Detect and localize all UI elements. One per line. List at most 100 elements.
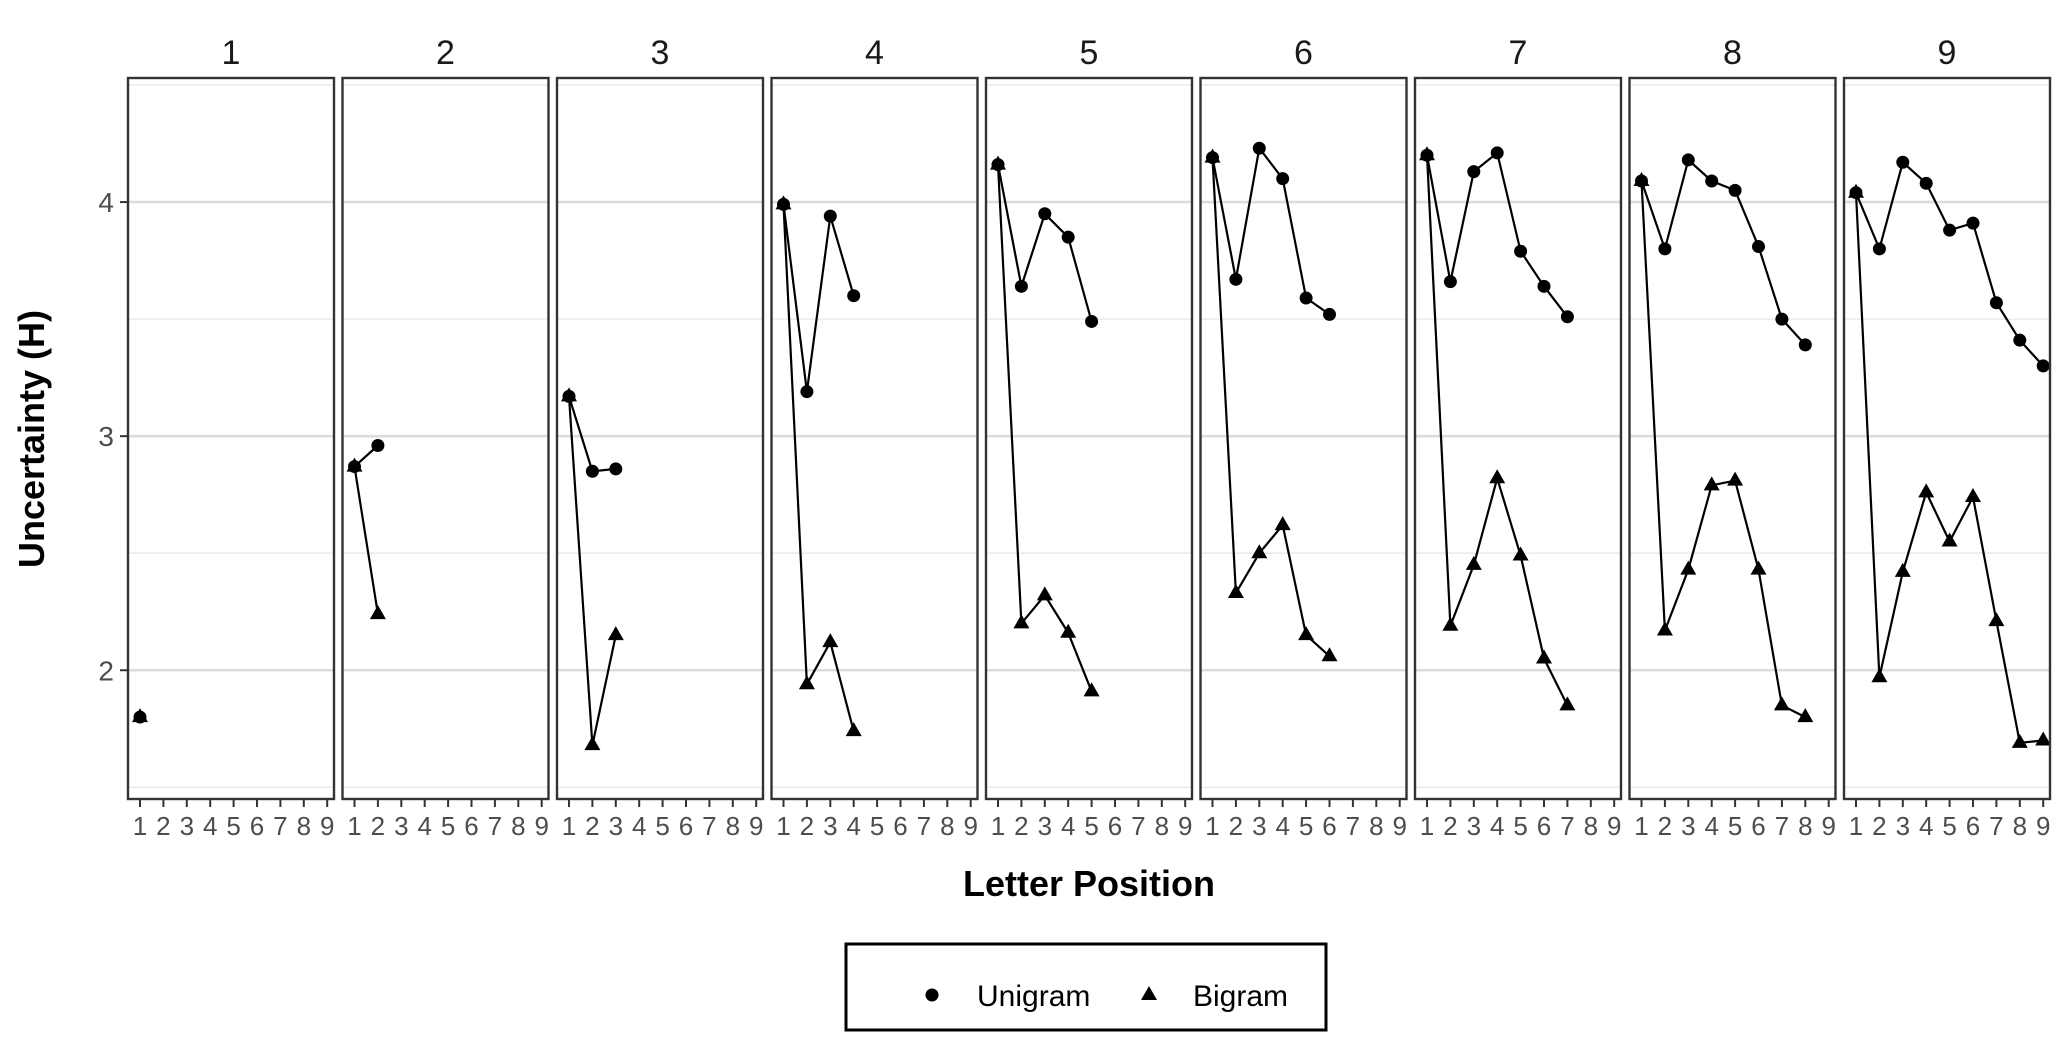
panel-background [1415, 78, 1621, 799]
panel-background [986, 78, 1192, 799]
unigram-point [1229, 272, 1243, 286]
legend-unigram-marker [925, 988, 939, 1002]
unigram-point [1038, 207, 1052, 221]
x-tick-label: 3 [823, 811, 837, 841]
unigram-point [1276, 172, 1290, 186]
unigram-point [823, 209, 837, 223]
x-tick-label: 7 [1775, 811, 1789, 841]
facet-title: 8 [1723, 34, 1742, 72]
legend-bigram-label: Bigram [1193, 980, 1288, 1013]
facet-strip [342, 30, 549, 78]
x-tick-label: 2 [1229, 811, 1243, 841]
x-tick-label: 9 [749, 811, 763, 841]
facet-title: 6 [1294, 34, 1313, 72]
panel-background [342, 78, 549, 799]
x-tick-label: 8 [1798, 811, 1812, 841]
panel-background [1629, 78, 1836, 799]
unigram-point [1752, 240, 1765, 254]
x-tick-label: 8 [1369, 811, 1383, 841]
x-tick-label: 7 [1346, 811, 1360, 841]
bigram-point [1797, 708, 1814, 723]
facet-strip [1629, 30, 1836, 78]
panel-border [1199, 76, 1408, 801]
x-tick-label: 6 [893, 811, 907, 841]
x-tick-label: 6 [1537, 811, 1551, 841]
bigram-point [1536, 649, 1552, 664]
bigram-point [1965, 488, 1981, 503]
x-tick-label: 1 [133, 811, 147, 841]
facet-strip [557, 30, 763, 78]
unigram-series-line [782, 204, 855, 392]
bigram-point [1274, 516, 1291, 531]
bigram-point [798, 675, 815, 690]
x-tick-label: 5 [226, 811, 240, 841]
x-tick-label: 4 [1704, 811, 1718, 841]
panel-border [341, 76, 550, 801]
x-tick-label: 9 [1178, 811, 1192, 841]
panel-border [555, 76, 765, 801]
x-tick-label: 5 [1513, 811, 1527, 841]
unigram-point [1658, 242, 1672, 256]
x-tick-label: 4 [632, 811, 646, 841]
x-tick-label: 2 [371, 811, 385, 841]
bigram-point [1489, 469, 1506, 484]
bigram-point [1680, 560, 1697, 575]
panel-background [771, 78, 978, 799]
x-tick-label: 8 [1584, 811, 1598, 841]
unigram-point [585, 464, 599, 478]
bigram-point [845, 722, 862, 737]
x-tick-label: 2 [1872, 811, 1886, 841]
bigram-point [607, 626, 624, 641]
bigram-point [1227, 584, 1244, 598]
x-tick-label: 3 [1467, 811, 1481, 841]
unigram-point [1775, 312, 1789, 326]
x-tick-label: 5 [1942, 811, 1956, 841]
facet-panel: 31 2 3 4 5 6 7 8 9 [555, 30, 765, 841]
x-tick-label: 3 [1252, 811, 1266, 841]
bigram-point [1083, 682, 1100, 697]
x-tick-label: 5 [441, 811, 455, 841]
x-tick-label: 2 [800, 811, 814, 841]
x-tick-label: 6 [679, 811, 693, 841]
bigram-point [584, 736, 601, 751]
x-axis-label: Letter Position [963, 863, 1215, 904]
x-tick-label: 7 [273, 811, 287, 841]
unigram-point [1728, 183, 1742, 197]
x-tick-label: 1 [1849, 811, 1863, 841]
x-tick-label: 3 [1038, 811, 1052, 841]
panel-border [1842, 76, 2052, 801]
x-tick-label: 7 [1989, 811, 2003, 841]
bigram-series-line [782, 204, 855, 732]
bigram-point [2035, 731, 2052, 746]
bigram-point [1298, 626, 1315, 641]
x-tick-label: 6 [1751, 811, 1765, 841]
unigram-point [1299, 291, 1313, 305]
unigram-point [609, 462, 623, 476]
x-tick-label: 9 [1392, 811, 1406, 841]
bigram-series-line [353, 466, 379, 615]
x-tick-label: 6 [464, 811, 478, 841]
x-tick-label: 9 [963, 811, 977, 841]
panel-border [984, 76, 1194, 801]
bigram-point [1512, 546, 1529, 561]
bigram-point [1871, 668, 1888, 683]
x-tick-label: 8 [297, 811, 311, 841]
x-tick-label: 5 [1084, 811, 1098, 841]
unigram-point [1514, 244, 1528, 258]
x-tick-label: 1 [347, 811, 361, 841]
panel-border [1628, 76, 1837, 801]
x-tick-label: 6 [250, 811, 264, 841]
unigram-point [1537, 279, 1551, 293]
panel-background [1200, 78, 1407, 799]
x-tick-label: 8 [940, 811, 954, 841]
panel-background [128, 78, 334, 799]
x-tick-label: 4 [1061, 811, 1075, 841]
unigram-series-line [1640, 157, 1807, 346]
panel-border [1413, 76, 1623, 801]
unigram-point [1681, 153, 1695, 167]
bigram-point [1773, 696, 1790, 711]
x-tick-label: 5 [870, 811, 884, 841]
x-tick-label: 3 [1681, 811, 1695, 841]
unigram-point [371, 439, 385, 453]
